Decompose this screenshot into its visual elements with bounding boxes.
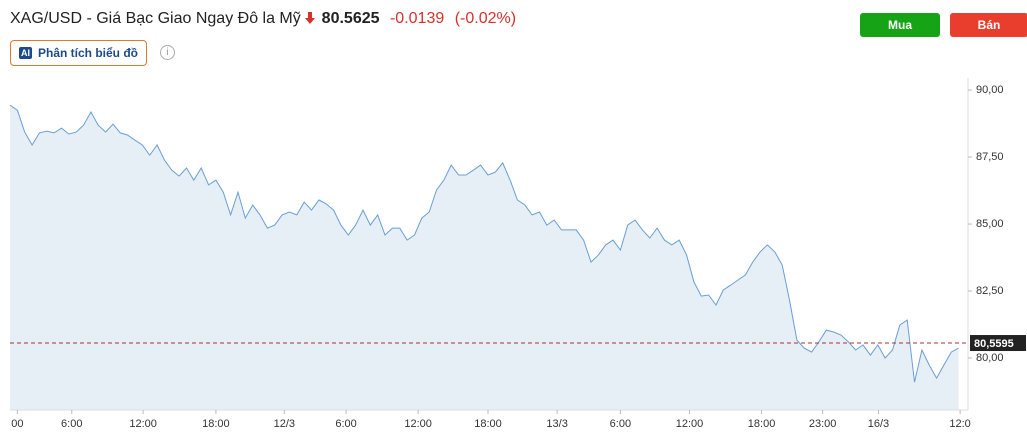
- area-fill: [10, 105, 959, 410]
- header: XAG/USD - Giá Bạc Giao Ngay Đô la Mỹ 80.…: [10, 10, 516, 28]
- buy-button[interactable]: Mua: [860, 13, 940, 37]
- x-tick-label: 12:00: [404, 418, 432, 430]
- x-tick-label: 12/3: [274, 418, 295, 430]
- price-line: [9, 104, 959, 383]
- x-tick-label: 13/3: [546, 418, 567, 430]
- sell-button[interactable]: Bán: [950, 13, 1027, 37]
- x-tick-label: 6:00: [61, 418, 82, 430]
- y-tick-label: 82,50: [976, 285, 1004, 297]
- x-tick-label: 18:00: [748, 418, 776, 430]
- analysis-button[interactable]: AI Phân tích biểu đồ: [10, 40, 148, 66]
- analysis-label: Phân tích biểu đồ: [38, 46, 139, 60]
- y-tick-label: 85,00: [976, 218, 1004, 230]
- last-price-label: 80,5595: [974, 338, 1014, 350]
- x-tick-label: 12:00: [676, 418, 704, 430]
- x-tick-label: 16/3: [868, 418, 889, 430]
- down-arrow: [305, 12, 316, 24]
- change: -0.0139: [389, 10, 445, 27]
- x-tick-label: 6:00: [335, 418, 356, 430]
- change-pct: (-0.02%): [454, 10, 517, 27]
- info-icon[interactable]: i: [160, 45, 175, 60]
- x-tick-label: 6:00: [610, 418, 631, 430]
- y-tick-label: 87,50: [976, 151, 1004, 163]
- x-tick-label: 18:00: [474, 418, 502, 430]
- title: XAG/USD - Giá Bạc Giao Ngay Đô la Mỹ: [10, 10, 301, 27]
- last-price-box: [970, 335, 1026, 352]
- ai-badge: AI: [19, 47, 32, 59]
- x-tick-label: 18:00: [202, 418, 230, 430]
- x-tick-label: 23:00: [809, 418, 837, 430]
- y-tick-label: 80,00: [976, 352, 1004, 364]
- y-tick-label: 90,00: [976, 84, 1004, 96]
- x-tick-label: 12:00: [129, 418, 157, 430]
- x-tick-label: 00: [11, 418, 23, 430]
- x-tick-label: 12:0: [949, 418, 970, 430]
- price: 80.5625: [321, 10, 380, 27]
